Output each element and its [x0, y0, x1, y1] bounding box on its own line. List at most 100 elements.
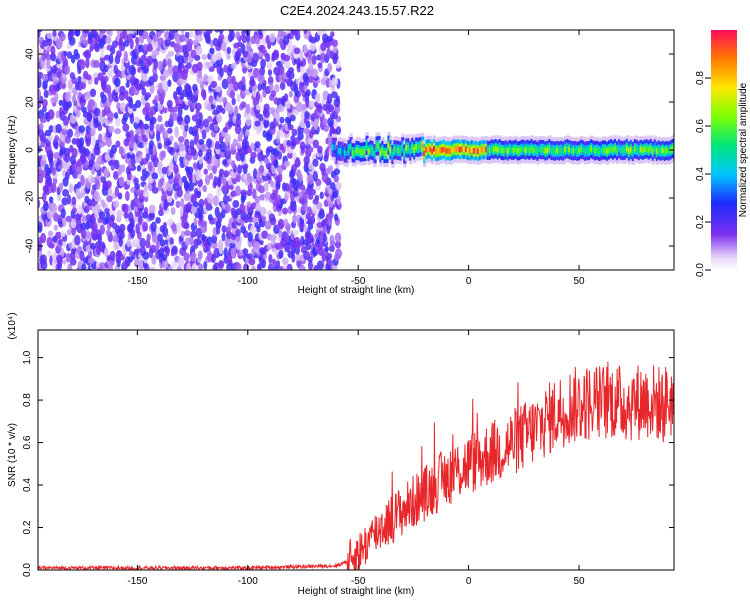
colorbar-ticks: 0.0 0.2 0.4 0.6 0.8 [695, 71, 711, 277]
heatmap-cell [522, 146, 526, 153]
heatmap-cell [448, 148, 453, 155]
heatmap-cell [299, 50, 304, 62]
heatmap-cell [291, 128, 298, 137]
heatmap-cell [134, 116, 140, 124]
heatmap-cell [277, 65, 285, 75]
heatmap-cell [198, 112, 203, 124]
heatmap-cell [502, 147, 506, 154]
heatmap-cell [74, 81, 80, 91]
heatmap-cell [198, 198, 205, 209]
heatmap-cell [135, 99, 142, 109]
heatmap-cell [407, 145, 411, 151]
heatmap-cell [200, 30, 208, 33]
heatmap-cell [263, 118, 270, 128]
heatmap-cell [224, 237, 231, 248]
colorbar-tick-label: 0.0 [695, 263, 706, 277]
heatmap-cell [166, 218, 174, 227]
heatmap-cell [639, 146, 643, 153]
heatmap-cell [189, 235, 194, 246]
heatmap-cell [334, 232, 342, 243]
y-tick-label: 0.8 [22, 393, 33, 407]
heatmap-cell [255, 104, 262, 111]
heatmap-cell [171, 245, 178, 255]
heatmap-cell [303, 225, 308, 233]
heatmap-cell [578, 147, 582, 154]
heatmap-cell [141, 87, 147, 96]
heatmap-cell [229, 30, 235, 41]
heatmap-cell [283, 54, 291, 62]
heatmap-cell [66, 100, 72, 109]
colorbar-label: Normalized spectral amplitude [738, 82, 749, 217]
heatmap-cell [603, 147, 608, 153]
heatmap-cell [661, 147, 665, 154]
heatmap-cell [209, 122, 215, 131]
heatmap-cell [421, 143, 425, 150]
colorbar-tick-label: 0.2 [695, 215, 706, 229]
heatmap-cell [184, 114, 191, 125]
heatmap-cell [99, 261, 106, 270]
heatmap-cell [435, 148, 439, 155]
heatmap-cell [54, 134, 60, 142]
heatmap-cell [58, 99, 63, 107]
bottom-x-axis-label: Height of straight line (km) [298, 586, 415, 597]
heatmap-cell [329, 234, 335, 244]
heatmap-cell [218, 30, 224, 35]
heatmap-cell [307, 146, 314, 153]
heatmap-cell [94, 43, 101, 53]
heatmap-cell [321, 225, 327, 236]
heatmap-cell [218, 259, 225, 269]
heatmap-cell [152, 72, 158, 83]
heatmap-cell [231, 97, 236, 106]
heatmap-cell [293, 30, 299, 36]
heatmap-cell [252, 168, 258, 180]
heatmap-cell [80, 228, 87, 239]
heatmap-cell [128, 98, 134, 109]
heatmap-cell [303, 202, 308, 212]
heatmap-cell [510, 147, 514, 154]
heatmap-cell [259, 206, 267, 216]
heatmap-cell [594, 147, 598, 154]
heatmap-cell [223, 64, 228, 73]
heatmap-cell [200, 143, 208, 152]
heatmap-cell [251, 247, 256, 257]
heatmap-cell [302, 72, 309, 83]
heatmap-cell [177, 85, 183, 96]
heatmap-cell [76, 181, 82, 189]
heatmap-cell [335, 126, 342, 135]
heatmap-cell [89, 242, 96, 250]
heatmap-cell [241, 76, 246, 87]
heatmap-cell [403, 151, 407, 157]
heatmap-cell [130, 30, 135, 35]
heatmap-cell [200, 220, 208, 228]
heatmap-cell [480, 146, 484, 153]
heatmap-cell [124, 90, 129, 101]
heatmap-cell [100, 115, 106, 124]
heatmap-cell [270, 90, 277, 98]
heatmap-cell [82, 30, 90, 34]
heatmap-cell [146, 55, 154, 66]
heatmap-cell [235, 228, 241, 237]
heatmap-cell [311, 188, 316, 196]
heatmap-cell [183, 252, 190, 262]
heatmap-cell [99, 56, 106, 63]
heatmap-cell [108, 67, 114, 78]
heatmap-cell [322, 33, 329, 44]
heatmap-cell [542, 146, 546, 153]
x-tick-label: 50 [573, 576, 585, 587]
heatmap-cell [122, 203, 129, 213]
heatmap-cell [197, 68, 203, 79]
heatmap-cell [246, 172, 252, 181]
heatmap-cell [67, 263, 73, 270]
heatmap-cell [79, 250, 85, 261]
heatmap-cell [123, 50, 128, 62]
heatmap-cell [284, 116, 292, 124]
heatmap-cell [429, 146, 433, 153]
heatmap-cell [307, 193, 314, 200]
heatmap-cell [266, 61, 273, 70]
heatmap-cell [198, 138, 205, 145]
heatmap-cell [277, 164, 283, 175]
heatmap-cell [598, 148, 602, 155]
heatmap-cell [65, 91, 72, 102]
heatmap-cell [62, 188, 69, 197]
heatmap-cell [308, 162, 314, 171]
